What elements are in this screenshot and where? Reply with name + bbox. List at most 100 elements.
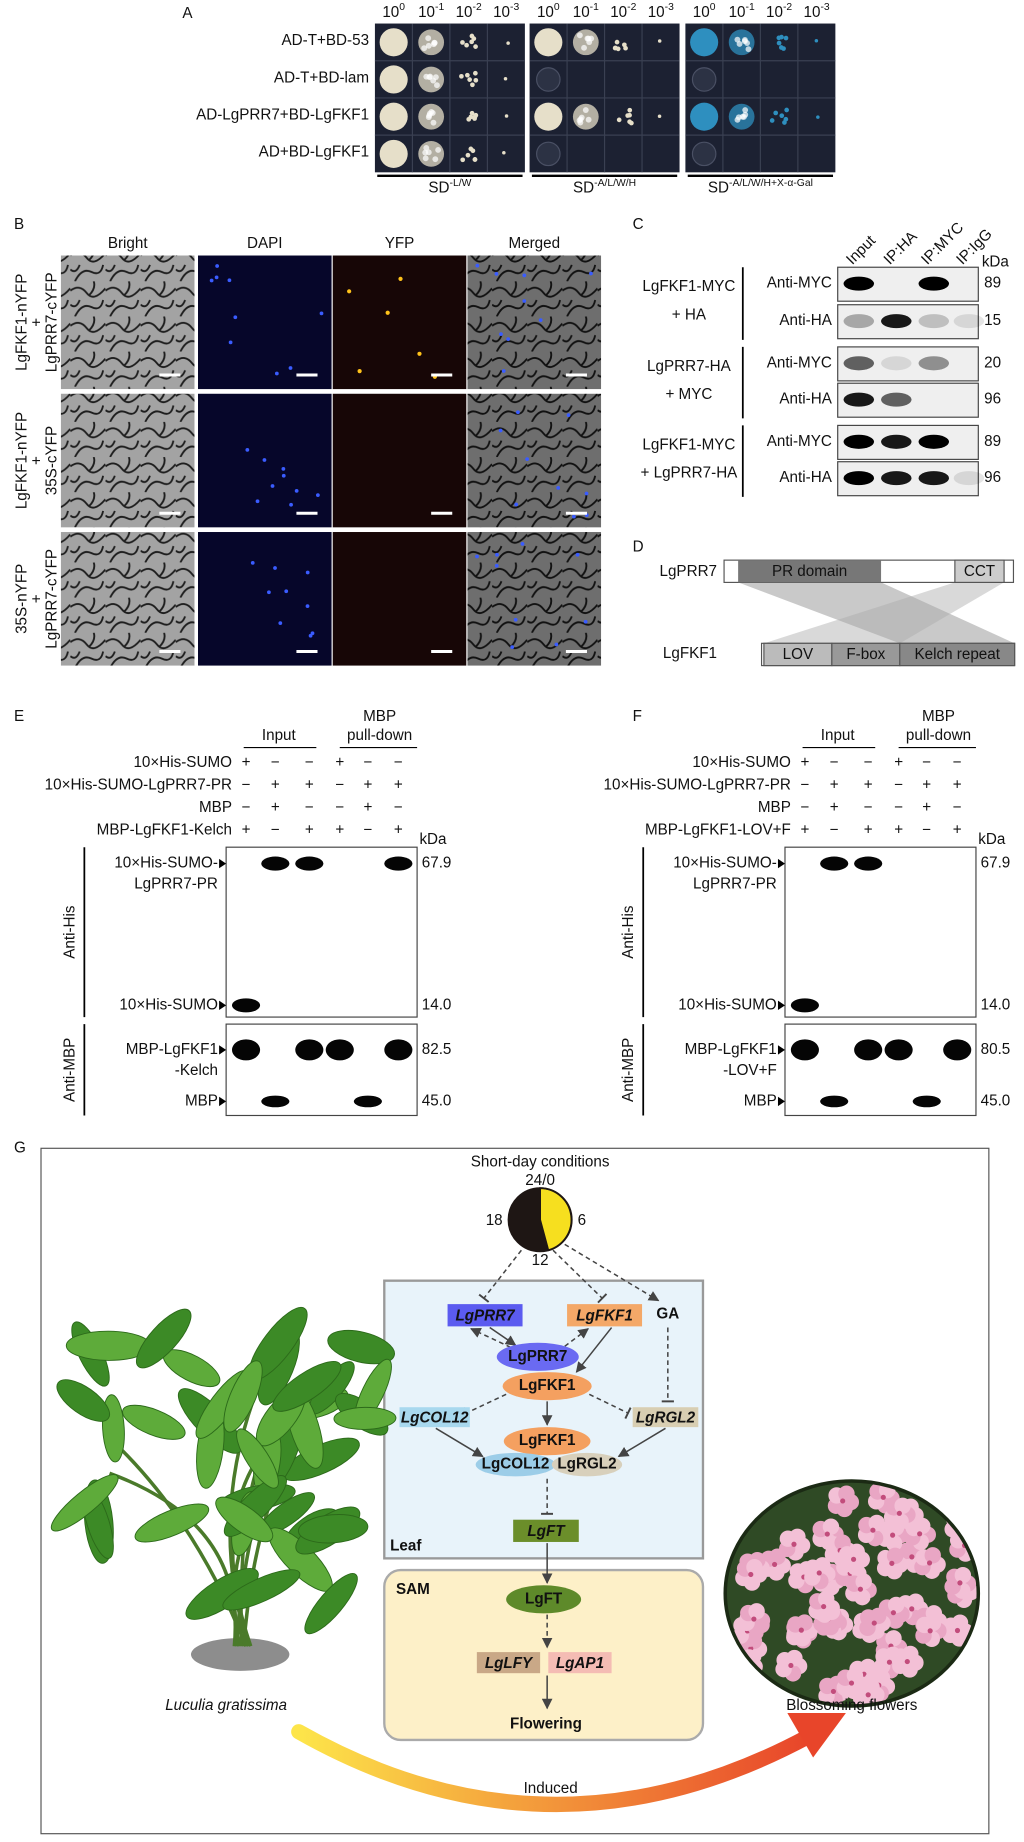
colony-dot <box>427 73 434 80</box>
kda-label: 14.0 <box>981 996 1011 1013</box>
colony-dot <box>741 38 748 45</box>
sign: − <box>894 776 903 793</box>
flower-center <box>871 1620 877 1626</box>
colony-dot <box>779 113 785 119</box>
medium-label-exponent: -A/L/W/H <box>594 178 636 189</box>
band <box>325 1039 354 1061</box>
kda-label: 67.9 <box>422 855 452 872</box>
medium-label-base: SD <box>708 180 729 197</box>
colony-dot <box>816 115 820 119</box>
dilution-label-exponent: 0 <box>710 2 716 13</box>
group-label: + LgPRR7-HA <box>640 464 738 481</box>
medium-label-base: SD <box>428 180 449 197</box>
colony-dot <box>769 118 775 123</box>
flower-center <box>743 1662 750 1668</box>
band <box>843 471 875 486</box>
sign: − <box>394 799 403 816</box>
colony-dot <box>814 38 819 43</box>
stem <box>115 1444 248 1647</box>
panel-label: C <box>633 216 644 233</box>
colony-dot <box>473 44 478 49</box>
sign: + <box>800 822 809 839</box>
antibody-label: Anti-MYC <box>767 275 832 292</box>
colony-dot <box>577 116 584 123</box>
nucleus <box>305 604 310 608</box>
band-label: MBP <box>744 1092 777 1109</box>
nucleus <box>498 428 503 433</box>
sign: − <box>830 754 839 771</box>
dilution-label-base: 10 <box>804 4 821 21</box>
colony-dot <box>614 39 620 45</box>
band-marker <box>219 1096 227 1107</box>
petal <box>868 1514 885 1532</box>
petal <box>924 1547 941 1564</box>
yfp-signal <box>385 310 390 315</box>
pulldown-header: MBP <box>363 708 396 725</box>
colony-dot <box>781 46 786 51</box>
gene-box <box>447 1304 523 1327</box>
colony <box>690 28 719 57</box>
sign: + <box>894 754 903 771</box>
flower-center <box>772 1561 778 1568</box>
nucleus <box>522 273 527 278</box>
flower-center <box>851 1556 857 1562</box>
petal <box>902 1645 919 1663</box>
colony-faint <box>536 67 561 92</box>
dilution-label: 10-2 <box>766 2 792 21</box>
sign: − <box>242 799 251 816</box>
node-label: LgRGL2 <box>557 1456 616 1473</box>
row-label: LgFKF1-nYFP <box>13 274 30 371</box>
flower-center <box>954 1676 960 1682</box>
band <box>353 1095 382 1108</box>
sign: + <box>922 776 931 793</box>
input-header: Input <box>262 727 297 744</box>
row-label: + <box>29 318 46 327</box>
panel-label: A <box>182 5 193 22</box>
gene-box <box>399 1407 470 1428</box>
band-label: MBP <box>185 1092 218 1109</box>
flower-center <box>791 1541 797 1547</box>
colony-faint <box>691 67 717 92</box>
kda-label: 89 <box>984 433 1001 450</box>
leaf <box>56 1379 111 1422</box>
row-label: AD-LgPRR7+BD-LgFKF1 <box>196 107 369 124</box>
nucleus <box>513 617 518 622</box>
clock-label: 6 <box>578 1212 586 1229</box>
clock-rim <box>507 1187 573 1253</box>
dilution-label-exponent: -1 <box>435 2 444 13</box>
band-label: 10×His-SUMO- <box>114 855 218 872</box>
group-label: LgFKF1-MYC <box>642 278 735 295</box>
pathway-arrow <box>470 1327 512 1349</box>
colony-dot <box>473 112 479 118</box>
colony-dot <box>421 45 428 52</box>
domain-link <box>763 582 1005 644</box>
node-label: LgRGL2 <box>636 1409 696 1426</box>
nucleus <box>538 318 543 322</box>
flower-center <box>909 1606 915 1612</box>
dilution-label: 10-1 <box>418 2 444 21</box>
pathway-arrow <box>435 1427 484 1458</box>
flower-center <box>870 1527 876 1533</box>
sign: + <box>242 754 251 771</box>
nucleus <box>554 642 559 647</box>
clock-label: 24/0 <box>525 1172 555 1189</box>
colony-dot <box>504 114 509 118</box>
band-label: LgPRR7-PR <box>134 876 218 893</box>
petal <box>944 1482 962 1499</box>
kda-unit: kDa <box>978 831 1006 848</box>
nucleus <box>494 563 499 568</box>
petal <box>894 1497 911 1514</box>
pathway-arrow <box>564 1243 660 1302</box>
petal <box>796 1614 813 1631</box>
dilution-label-exponent: 0 <box>554 2 560 13</box>
colony <box>418 29 445 56</box>
band <box>231 998 261 1013</box>
petal <box>789 1528 806 1545</box>
nucleus <box>514 502 519 507</box>
colony-dot <box>736 41 743 47</box>
sign: + <box>335 822 344 839</box>
gene-box <box>476 1652 541 1674</box>
band <box>843 356 875 371</box>
model-title: Short-day conditions <box>471 1153 610 1170</box>
colony-dot <box>657 114 662 118</box>
